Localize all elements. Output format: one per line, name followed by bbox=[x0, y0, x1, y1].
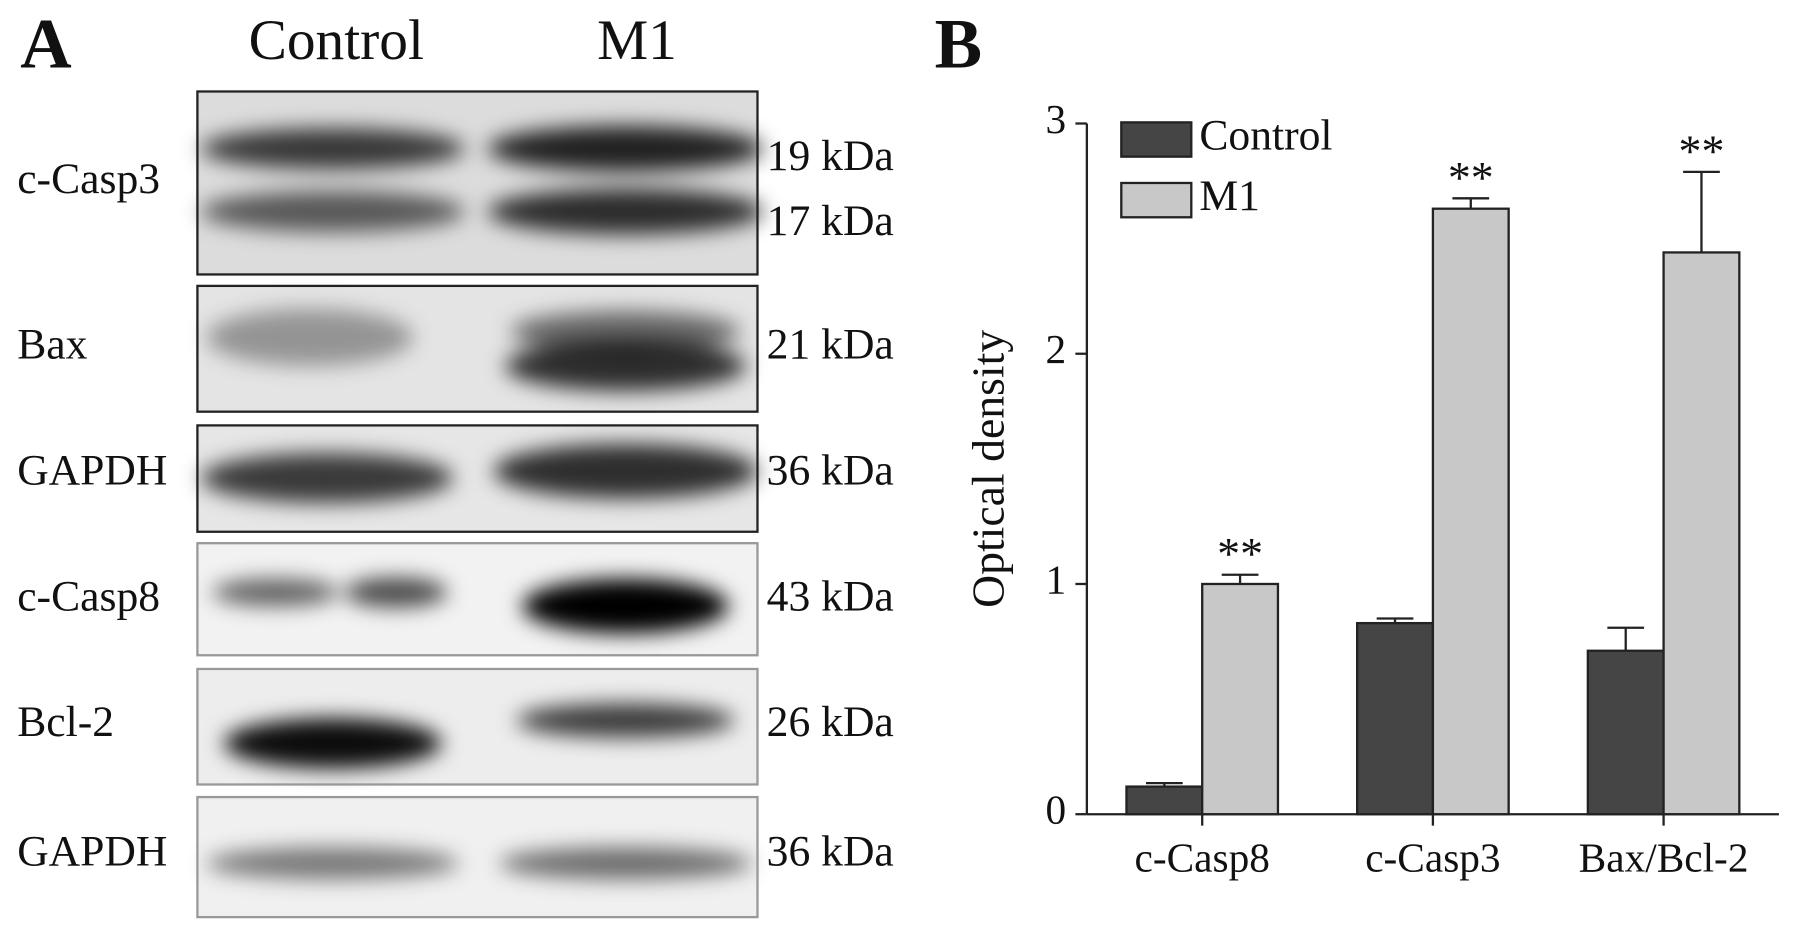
error-bar bbox=[1683, 170, 1720, 253]
significance: ** bbox=[1217, 528, 1263, 579]
size-label: 26 kDa bbox=[767, 698, 894, 746]
panel-label: A bbox=[20, 6, 71, 84]
error-bar bbox=[1221, 573, 1259, 584]
band bbox=[200, 128, 465, 170]
size-label: 19 kDa bbox=[767, 132, 894, 180]
bar bbox=[1586, 649, 1665, 816]
size-label: 17 kDa bbox=[767, 197, 894, 245]
blot-background bbox=[197, 91, 758, 275]
band bbox=[499, 847, 752, 880]
blot-bands bbox=[223, 703, 735, 769]
size-label: 36 kDa bbox=[767, 827, 894, 875]
band bbox=[200, 190, 465, 233]
blot-frame bbox=[196, 667, 759, 786]
band bbox=[206, 308, 414, 366]
band bbox=[510, 311, 741, 353]
protein-label: Bax bbox=[17, 321, 87, 369]
blot bbox=[196, 424, 759, 533]
y-axis-label: Optical density bbox=[962, 330, 1013, 608]
blot bbox=[196, 667, 759, 786]
blot-frame bbox=[196, 90, 759, 276]
error-bar bbox=[1607, 626, 1645, 651]
blot-bands bbox=[206, 308, 747, 392]
band bbox=[522, 578, 729, 634]
blot-bands bbox=[200, 443, 758, 504]
band bbox=[212, 578, 339, 607]
bar bbox=[1662, 251, 1741, 816]
protein-label: c-Casp8 bbox=[17, 572, 160, 620]
legend-swatch bbox=[1120, 181, 1193, 219]
bar bbox=[1356, 621, 1435, 816]
blot bbox=[196, 795, 759, 919]
band bbox=[493, 443, 758, 499]
blot-bands bbox=[200, 125, 764, 235]
band bbox=[223, 718, 442, 769]
y-tick-label: 2 bbox=[1046, 326, 1067, 372]
band bbox=[487, 188, 764, 235]
bar bbox=[1201, 582, 1280, 816]
bar bbox=[1431, 207, 1510, 816]
blot-frame bbox=[196, 795, 759, 919]
blot-frame bbox=[196, 284, 759, 413]
legend-label: M1 bbox=[1199, 172, 1260, 220]
lane-label: M1 bbox=[597, 9, 677, 72]
x-tick-label: Bax/Bcl-2 bbox=[1579, 835, 1749, 881]
protein-label: GAPDH bbox=[17, 827, 167, 875]
blot bbox=[196, 284, 759, 413]
blot bbox=[196, 90, 764, 276]
blot-bands bbox=[212, 577, 729, 634]
lane-label: Control bbox=[249, 9, 424, 72]
band bbox=[200, 452, 454, 504]
legend-label: Control bbox=[1199, 112, 1332, 160]
size-label: 21 kDa bbox=[767, 321, 894, 369]
significance: ** bbox=[1448, 152, 1494, 203]
legend-swatch bbox=[1120, 121, 1193, 158]
x-tick-label: c-Casp3 bbox=[1365, 835, 1500, 881]
size-label: 36 kDa bbox=[767, 447, 894, 495]
band bbox=[504, 340, 747, 392]
band bbox=[516, 703, 735, 738]
error-bar bbox=[1452, 197, 1490, 209]
bar bbox=[1125, 785, 1204, 816]
protein-label: GAPDH bbox=[17, 447, 167, 495]
blot bbox=[196, 542, 759, 657]
band bbox=[344, 577, 448, 608]
blot-bands bbox=[206, 847, 752, 880]
panel-label: B bbox=[935, 6, 982, 84]
y-tick-label: 3 bbox=[1046, 96, 1067, 142]
band bbox=[206, 847, 460, 880]
significance: ** bbox=[1679, 125, 1725, 176]
protein-label: c-Casp3 bbox=[17, 155, 160, 203]
x-tick-label: c-Casp8 bbox=[1135, 835, 1270, 881]
band bbox=[487, 125, 764, 172]
blot-frame bbox=[196, 542, 759, 657]
y-tick-label: 0 bbox=[1046, 787, 1067, 833]
blot-frame bbox=[196, 424, 759, 533]
protein-label: Bcl-2 bbox=[17, 698, 114, 746]
y-tick-label: 1 bbox=[1046, 556, 1067, 602]
size-label: 43 kDa bbox=[767, 572, 894, 620]
